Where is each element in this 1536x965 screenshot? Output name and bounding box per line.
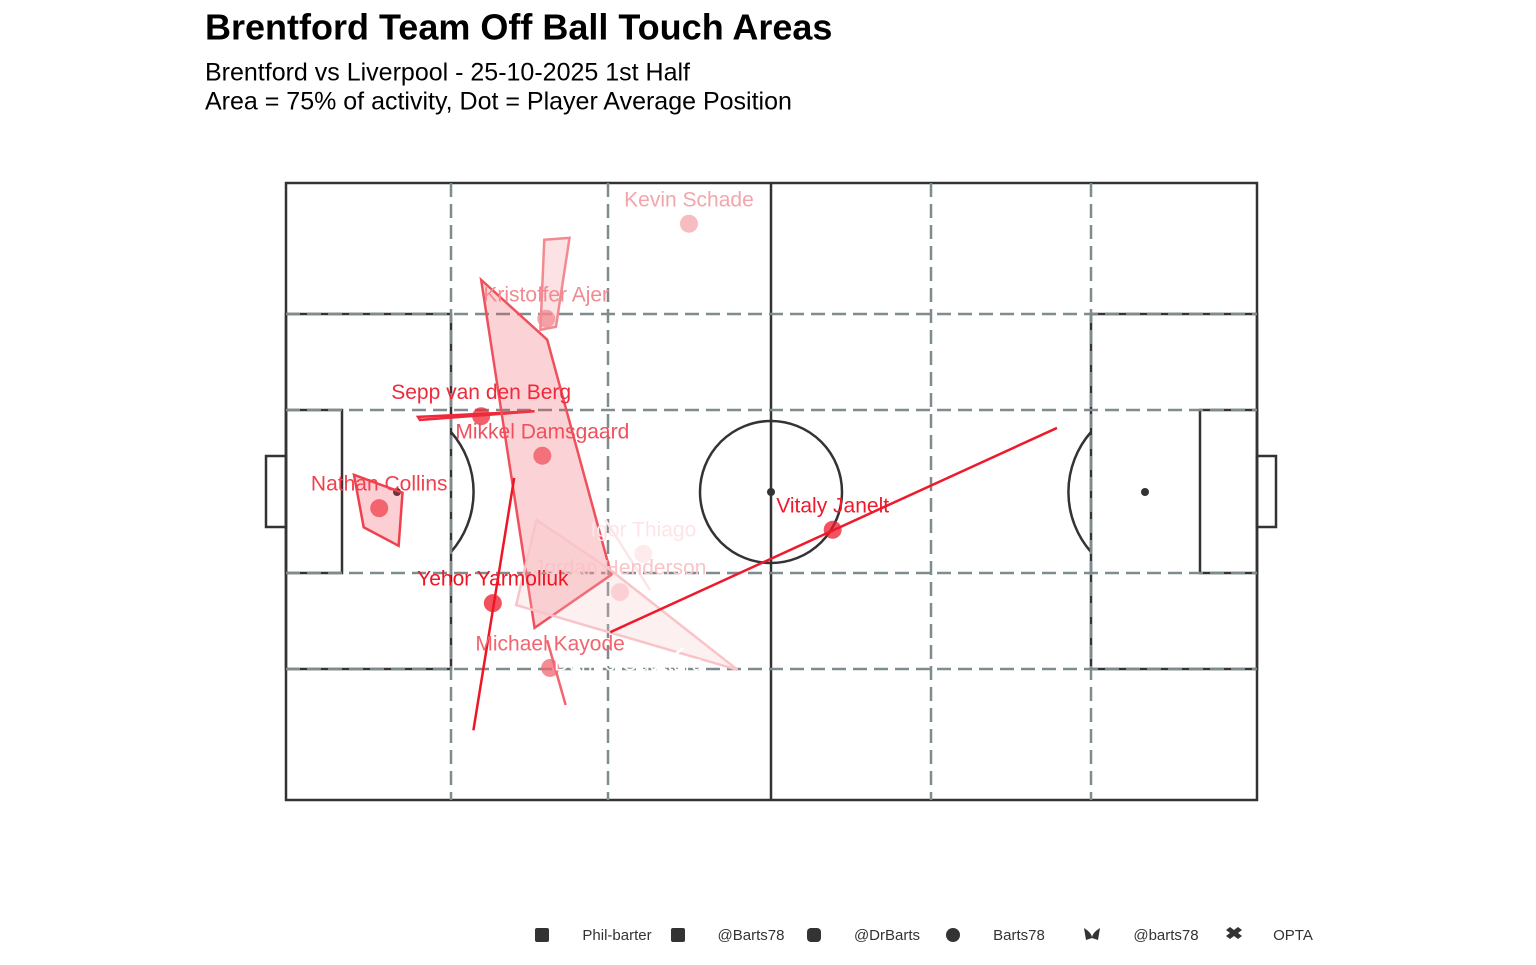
pitch xyxy=(264,181,1278,802)
footer-text: OPTA xyxy=(1273,927,1313,944)
footer-icons xyxy=(535,927,1242,942)
average-position xyxy=(823,520,842,539)
average-position xyxy=(634,544,653,563)
player-label: Vitaly Janelt xyxy=(776,494,889,517)
player-label: Sepp van den Berg xyxy=(391,381,571,404)
touch-area xyxy=(539,236,572,332)
player-label: Dango Ouattara xyxy=(554,652,704,675)
player-label: Nathan Collins xyxy=(311,473,448,496)
chart-subtitle: Area = 75% of activity, Dot = Player Ave… xyxy=(205,88,792,116)
touch-area xyxy=(604,519,652,591)
footer-text: @DrBarts xyxy=(854,927,920,944)
average-position xyxy=(619,678,638,697)
player-label: Kevin Schade xyxy=(624,188,754,211)
player-label: Mikkel Damsgaard xyxy=(455,420,629,443)
average-position xyxy=(679,214,698,233)
player-label: Michael Kayode xyxy=(475,633,624,656)
footer-text: @barts78 xyxy=(1133,927,1198,944)
average-position xyxy=(483,594,502,613)
footer-text: Phil-barter xyxy=(582,927,651,944)
average-position xyxy=(611,583,630,602)
chart-title: Brentford Team Off Ball Touch Areas xyxy=(205,7,832,48)
player-label: Jordan Henderson xyxy=(534,557,707,580)
footer-text: @Barts78 xyxy=(718,927,785,944)
player-label: Yehor Yarmoliuk xyxy=(417,568,569,591)
average-position xyxy=(533,446,552,465)
average-position xyxy=(472,407,491,426)
footer-text: Barts78 xyxy=(993,927,1045,944)
player-label: Kristoffer Ajer xyxy=(483,283,609,306)
average-position xyxy=(541,658,560,677)
player-label: Igor Thiago xyxy=(590,518,696,541)
average-position xyxy=(370,499,389,518)
chart-subtitle: Brentford vs Liverpool - 25-10-2025 1st … xyxy=(205,59,690,87)
average-position xyxy=(537,309,556,328)
